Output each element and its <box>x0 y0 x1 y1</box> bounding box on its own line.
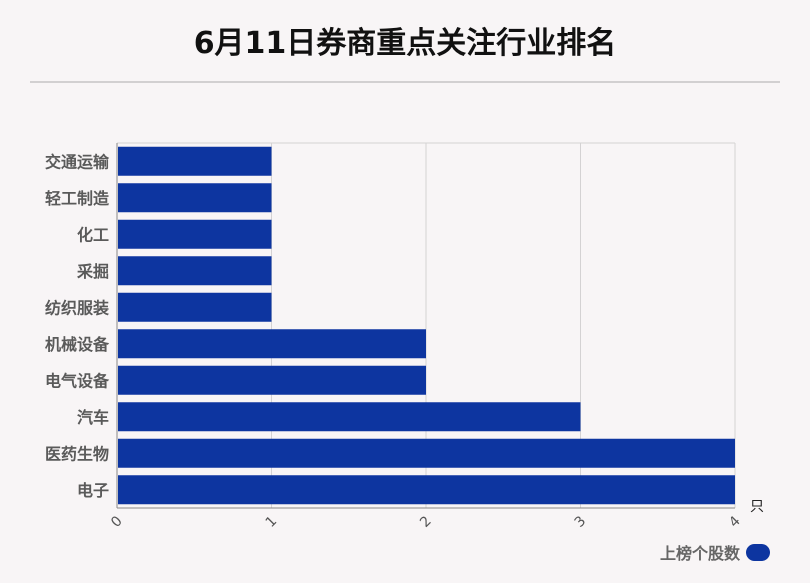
x-tick-label-4: 4 <box>726 513 744 531</box>
title-divider <box>30 81 780 83</box>
category-label-6: 电气设备 <box>45 371 110 390</box>
category-label-4: 纺织服装 <box>45 298 109 317</box>
category-label-8: 医药生物 <box>45 444 109 463</box>
bars <box>118 146 735 505</box>
bar-8 <box>118 438 735 468</box>
bar-7 <box>118 402 581 432</box>
bar-3 <box>118 256 272 286</box>
category-label-9: 电子 <box>77 481 109 500</box>
bar-9 <box>118 475 735 505</box>
category-label-0: 交通运输 <box>45 152 110 171</box>
legend-swatch <box>746 543 770 561</box>
category-label-1: 轻工制造 <box>45 189 110 208</box>
bar-5 <box>118 329 426 359</box>
category-label-5: 机械设备 <box>45 335 110 354</box>
category-label-2: 化工 <box>77 225 109 244</box>
category-label-7: 汽车 <box>77 408 109 427</box>
x-unit-label: 只 <box>750 499 764 515</box>
bar-0 <box>118 146 272 176</box>
bar-1 <box>118 183 272 213</box>
legend-label: 上榜个股数 <box>659 544 740 563</box>
legend: 上榜个股数 <box>660 540 770 564</box>
x-tick-label-3: 3 <box>572 513 590 531</box>
chart-title: 6月11日券商重点关注行业排名 <box>193 26 617 61</box>
x-tick-label-2: 2 <box>417 513 435 531</box>
category-label-3: 采掘 <box>76 262 109 281</box>
x-tick-label-0: 0 <box>108 513 126 531</box>
x-tick-label-1: 1 <box>263 513 281 531</box>
bar-6 <box>118 365 426 395</box>
bar-4 <box>118 292 272 322</box>
bar-2 <box>118 219 272 249</box>
x-tick-labels: 0 1 2 3 4 <box>108 513 744 531</box>
